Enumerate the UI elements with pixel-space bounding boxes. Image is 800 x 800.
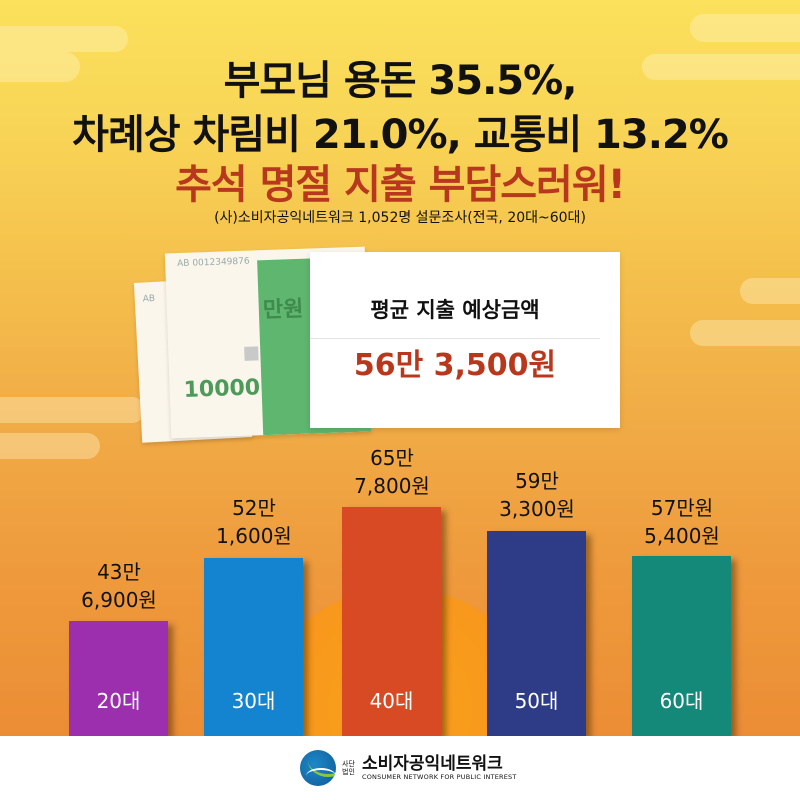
- headline-line-3: 추석 명절 지출 부담스러워!: [175, 162, 626, 208]
- bar-category-label: 20대: [96, 689, 141, 713]
- bar-category-label: 30대: [231, 689, 276, 713]
- bar-category-label: 50대: [514, 689, 559, 713]
- bar-value-label: 59만 3,300원: [467, 467, 607, 523]
- banknote-serial: AB 0012349876: [177, 256, 250, 270]
- value-line-1: 59만: [515, 469, 559, 493]
- cloud-decoration: [0, 397, 145, 423]
- bar-value-label: 52만 1,600원: [184, 494, 324, 550]
- cloud-decoration: [0, 52, 80, 82]
- bar-30s: 30대: [204, 558, 303, 736]
- bar-category-label: 60대: [659, 689, 704, 713]
- bar-category-label: 40대: [369, 689, 414, 713]
- cloud-decoration: [690, 14, 800, 42]
- value-line-2: 1,600원: [216, 524, 292, 548]
- org-logo: 사단 법인 소비자공익네트워크 CONSUMER NETWORK FOR PUB…: [300, 750, 517, 786]
- average-value: 56만 3,500원: [353, 348, 557, 383]
- cloud-decoration: [0, 26, 128, 52]
- value-line-1: 65만: [370, 446, 414, 470]
- banknote-serial: AB: [142, 293, 156, 305]
- banknote-hologram: [244, 346, 259, 361]
- value-line-1: 43만: [97, 560, 141, 584]
- org-prefix: 사단 법인: [342, 760, 356, 776]
- value-line-1: 57만원: [650, 496, 714, 520]
- average-label: 평균 지출 예상금액: [370, 298, 540, 322]
- bar-50s: 50대: [487, 531, 586, 736]
- headline-line-1: 부모님 용돈 35.5%,: [223, 58, 578, 104]
- value-line-1: 52만: [232, 496, 276, 520]
- value-line-2: 7,800원: [354, 474, 430, 498]
- bar-60s: 60대: [632, 556, 731, 736]
- value-line-2: 3,300원: [499, 497, 575, 521]
- org-prefix-top: 사단: [342, 760, 355, 768]
- cloud-decoration: [740, 278, 800, 304]
- value-line-2: 5,400원: [644, 524, 720, 548]
- globe-logo-icon: [300, 750, 336, 786]
- average-envelope: 평균 지출 예상금액 56만 3,500원: [310, 252, 620, 428]
- headline-line-2: 차례상 차림비 21.0%, 교통비 13.2%: [72, 112, 729, 158]
- bar-value-label: 57만원 5,400원: [612, 494, 752, 550]
- bar-40s: 40대: [342, 507, 441, 736]
- org-name-english: CONSUMER NETWORK FOR PUBLIC INTEREST: [362, 773, 517, 781]
- cloud-decoration: [642, 54, 800, 80]
- footer: [0, 736, 800, 800]
- infographic-background: 부모님 용돈 35.5%, 차례상 차림비 21.0%, 교통비 13.2% 추…: [0, 0, 800, 736]
- bar-20s: 20대: [69, 621, 168, 736]
- cloud-decoration: [690, 320, 800, 346]
- org-prefix-bottom: 법인: [342, 768, 355, 776]
- cloud-decoration: [0, 433, 100, 459]
- bar-value-label: 43만 6,900원: [49, 558, 189, 614]
- banknote-amount: 10000: [183, 375, 261, 403]
- survey-source: (사)소비자공익네트워크 1,052명 설문조사(전국, 20대~60대): [214, 210, 586, 226]
- org-name: 소비자공익네트워크: [362, 754, 503, 774]
- org-text: 소비자공익네트워크 CONSUMER NETWORK FOR PUBLIC IN…: [362, 755, 517, 781]
- value-line-2: 6,900원: [81, 588, 157, 612]
- bar-value-label: 65만 7,800원: [322, 444, 462, 500]
- banknote-denomination: 만원: [262, 296, 304, 324]
